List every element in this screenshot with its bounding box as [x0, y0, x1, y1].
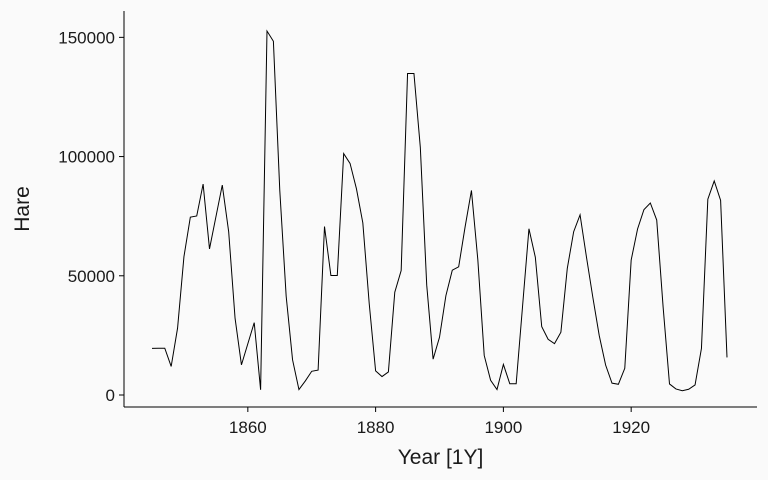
x-tick-label: 1880 [357, 418, 395, 437]
x-axis-title: Year [1Y] [398, 446, 484, 469]
x-tick-label: 1920 [612, 418, 650, 437]
y-tick-label: 0 [106, 386, 115, 405]
y-tick-label: 50000 [68, 267, 115, 286]
x-axis: 1860 1880 1900 1920 [124, 406, 757, 437]
y-axis-title: Hare [11, 186, 34, 232]
y-axis: 0 50000 100000 150000 [58, 11, 125, 407]
x-tick-label: 1900 [484, 418, 522, 437]
hare-series-line [151, 29, 728, 392]
x-tick-label: 1860 [229, 418, 267, 437]
y-tick-label: 100000 [58, 148, 115, 167]
y-tick-label: 150000 [58, 28, 115, 47]
